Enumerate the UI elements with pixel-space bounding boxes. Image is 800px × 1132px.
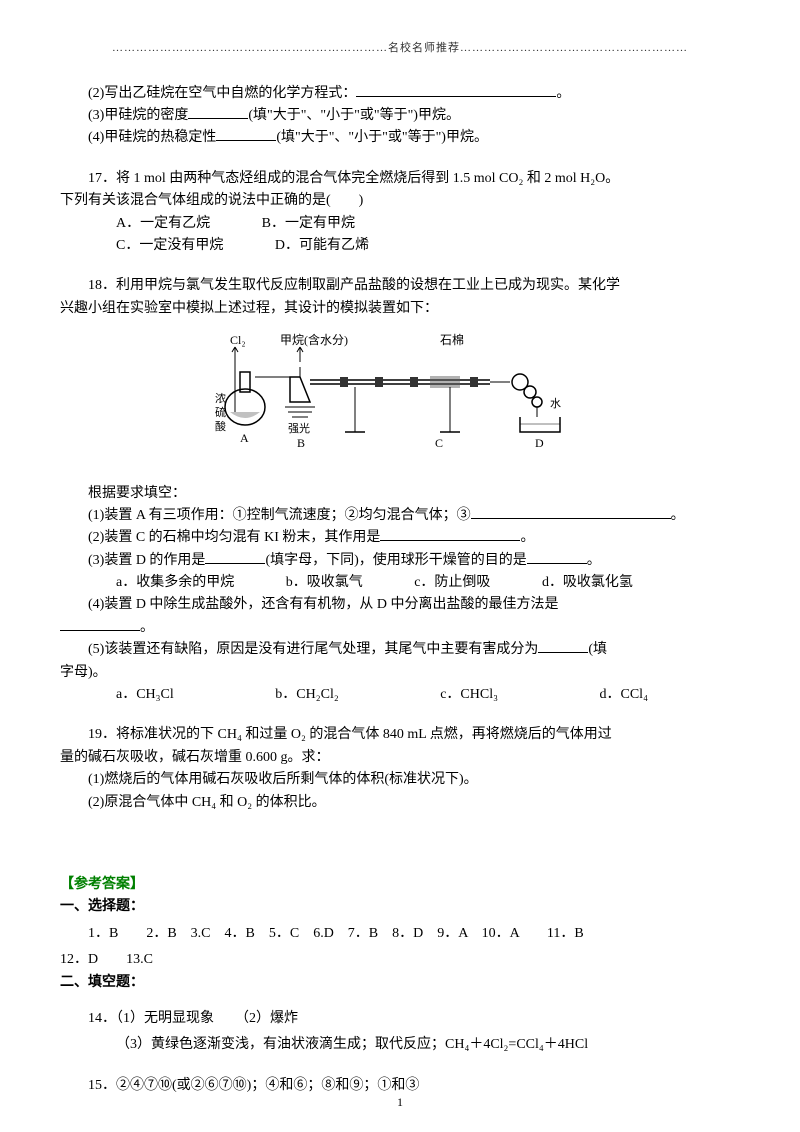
q17-optB: B．一定有甲烷 (234, 213, 355, 235)
label-h2so4-2: 硫 (215, 405, 226, 419)
answer-14-line1: 14．（1）无明显现象 （2）爆炸 (60, 1008, 740, 1030)
label-ch4: 甲烷(含水分) (280, 332, 348, 347)
q16-item3-prefix: (3)甲硅烷的密度 (88, 108, 188, 123)
question-18: 18．利用甲烷与氯气发生取代反应制取副产品盐酸的设想在工业上已成为现实。某化学 … (60, 275, 740, 706)
label-cl2: Cl₂ (230, 333, 246, 347)
q18-stem-line2: 兴趣小组在实验室中模拟上述过程，其设计的模拟装置如下： (60, 298, 740, 320)
q18-item2: (2)装置 C 的石棉中均匀混有 KI 粉末，其作用是 。 (60, 527, 740, 549)
q17-stem-line2: 下列有关该混合气体组成的说法中正确的是( ) (60, 190, 740, 212)
q17-optA: A．一定有乙烷 (88, 213, 210, 235)
q17-options-row1: A．一定有乙烷 B．一定有甲烷 (60, 213, 740, 235)
page-number: 1 (397, 1093, 403, 1112)
q17-stem-line1: 17．将 1 mol 由两种气态烃组成的混合气体完全燃烧后得到 1.5 mol … (60, 168, 740, 190)
q17-optD: D．可能有乙烯 (247, 235, 369, 257)
q18-item5-suffix: (填 (588, 642, 607, 657)
q16-item2: (2)写出乙硅烷在空气中自燃的化学方程式： 。 (60, 83, 740, 105)
q16-item4-prefix: (4)甲硅烷的热稳定性 (88, 130, 216, 145)
blank (538, 639, 588, 653)
label-water: 水 (550, 397, 561, 410)
q17-options-row2: C．一定没有甲烷 D．可能有乙烯 (60, 235, 740, 257)
q18-item2-suffix: 。 (520, 530, 534, 545)
q18-prompt: 根据要求填空： (60, 483, 740, 505)
q18-item1-suffix: 。 (671, 508, 685, 523)
answer-14-line2: （3）黄绿色逐渐变浅，有油状液滴生成；取代反应；CH₄＋4Cl₂=CCl₄＋4H… (60, 1034, 740, 1056)
q16-item4: (4)甲硅烷的热稳定性 (填"大于"、"小于"或"等于")甲烷。 (60, 127, 740, 149)
q16-item3-suffix: (填"大于"、"小于"或"等于")甲烷。 (248, 108, 460, 123)
q18-item5-line1: (5)该装置还有缺陷，原因是没有进行尾气处理，其尾气中主要有害成分为 (填 (60, 639, 740, 661)
q18-stem-line1: 18．利用甲烷与氯气发生取代反应制取副产品盐酸的设想在工业上已成为现实。某化学 (60, 275, 740, 297)
q19-stem-line2: 量的碱石灰吸收，碱石灰增重 0.600 g。求： (60, 747, 740, 769)
q16-item3: (3)甲硅烷的密度 (填"大于"、"小于"或"等于")甲烷。 (60, 105, 740, 127)
q16-item2-prefix: (2)写出乙硅烷在空气中自燃的化学方程式： (88, 86, 356, 101)
blank (60, 617, 140, 631)
answers-section1-title: 一、选择题： (60, 896, 740, 918)
q18-item2-text: (2)装置 C 的石棉中均匀混有 KI 粉末，其作用是 (88, 530, 380, 545)
q18-item4-suffix: 。 (140, 620, 154, 635)
q18-item4-line1: (4)装置 D 中除生成盐酸外，还含有有机物，从 D 中分离出盐酸的最佳方法是 (60, 594, 740, 616)
question-16-partial: (2)写出乙硅烷在空气中自燃的化学方程式： 。 (3)甲硅烷的密度 (填"大于"、"… (60, 83, 740, 150)
blank (188, 105, 248, 119)
q17-optC: C．一定没有甲烷 (88, 235, 223, 257)
label-C: C (435, 436, 443, 450)
answers-section2-title: 二、填空题： (60, 972, 740, 994)
q16-item2-suffix: 。 (556, 86, 570, 101)
q18-opt-b: b．吸收氯气 (258, 572, 363, 594)
q18-item5-options: a．CH₃Cl b．CH₂Cl₂ c．CHCl₃ d．CCl₄ (60, 684, 740, 706)
q18-opt-d: d．吸收氯化氢 (514, 572, 633, 594)
blank (205, 550, 265, 564)
label-h2so4-3: 酸 (215, 419, 226, 433)
q19-item2: (2)原混合气体中 CH₄ 和 O₂ 的体积比。 (60, 792, 740, 814)
answers-mc-line2: 12．D 13.C (60, 949, 740, 971)
q18-opt5-b: b．CH₂Cl₂ (247, 684, 338, 706)
q18-item3-prefix: (3)装置 D 的作用是 (88, 553, 205, 568)
q18-opt5-c: c．CHCl₃ (412, 684, 498, 706)
answer-section-header: 【参考答案】 (60, 874, 740, 896)
q18-opt-a: a．收集多余的甲烷 (88, 572, 234, 594)
label-D: D (535, 436, 544, 450)
header-watermark: ……………………………………………………………名校名师推荐……………………………… (60, 40, 740, 58)
blank (471, 505, 671, 519)
label-A: A (240, 431, 249, 445)
q18-item1-text: (1)装置 A 有三项作用：①控制气流速度；②均匀混合气体；③ (88, 508, 471, 523)
label-h2so4-1: 浓 (215, 392, 226, 405)
q19-item1: (1)燃烧后的气体用碱石灰吸收后所剩气体的体积(标准状况下)。 (60, 769, 740, 791)
blank (216, 127, 276, 141)
q18-item5-prefix: (5)该装置还有缺陷，原因是没有进行尾气处理，其尾气中主要有害成分为 (88, 642, 538, 657)
q18-opt-c: c．防止倒吸 (386, 572, 490, 594)
question-17: 17．将 1 mol 由两种气态烃组成的混合气体完全燃烧后得到 1.5 mol … (60, 168, 740, 258)
blank (527, 550, 587, 564)
label-cotton: 石棉 (440, 333, 464, 347)
answers-mc-line1: 1．B 2．B 3.C 4．B 5．C 6.D 7．B 8．D 9．A 10．A… (60, 923, 740, 945)
q18-item4-line2: 。 (60, 617, 740, 639)
q18-item3-options: a．收集多余的甲烷 b．吸收氯气 c．防止倒吸 d．吸收氯化氢 (60, 572, 740, 594)
q19-stem-line1: 19．将标准状况的下 CH₄ 和过量 O₂ 的混合气体 840 mL 点燃，再将… (60, 724, 740, 746)
q18-item3-suffix: 。 (587, 553, 601, 568)
blank (356, 83, 556, 97)
q18-item3-mid: (填字母，下同)，使用球形干燥管的目的是 (265, 553, 526, 568)
question-19: 19．将标准状况的下 CH₄ 和过量 O₂ 的混合气体 840 mL 点燃，再将… (60, 724, 740, 814)
label-light: 强光 (288, 421, 310, 435)
q18-item1: (1)装置 A 有三项作用：①控制气流速度；②均匀混合气体；③ 。 (60, 505, 740, 527)
q18-opt5-d: d．CCl₄ (572, 684, 648, 706)
blank (380, 527, 520, 541)
q16-item4-suffix: (填"大于"、"小于"或"等于")甲烷。 (276, 130, 488, 145)
q18-opt5-a: a．CH₃Cl (88, 684, 174, 706)
label-B: B (297, 436, 305, 450)
apparatus-svg: Cl₂ 甲烷(含水分) 石棉 浓 硫 酸 A 强光 B (210, 332, 590, 462)
q18-item5-line2: 字母)。 (60, 662, 740, 684)
apparatus-diagram: Cl₂ 甲烷(含水分) 石棉 浓 硫 酸 A 强光 B (60, 332, 740, 470)
q18-item3: (3)装置 D 的作用是 (填字母，下同)，使用球形干燥管的目的是 。 (60, 550, 740, 572)
